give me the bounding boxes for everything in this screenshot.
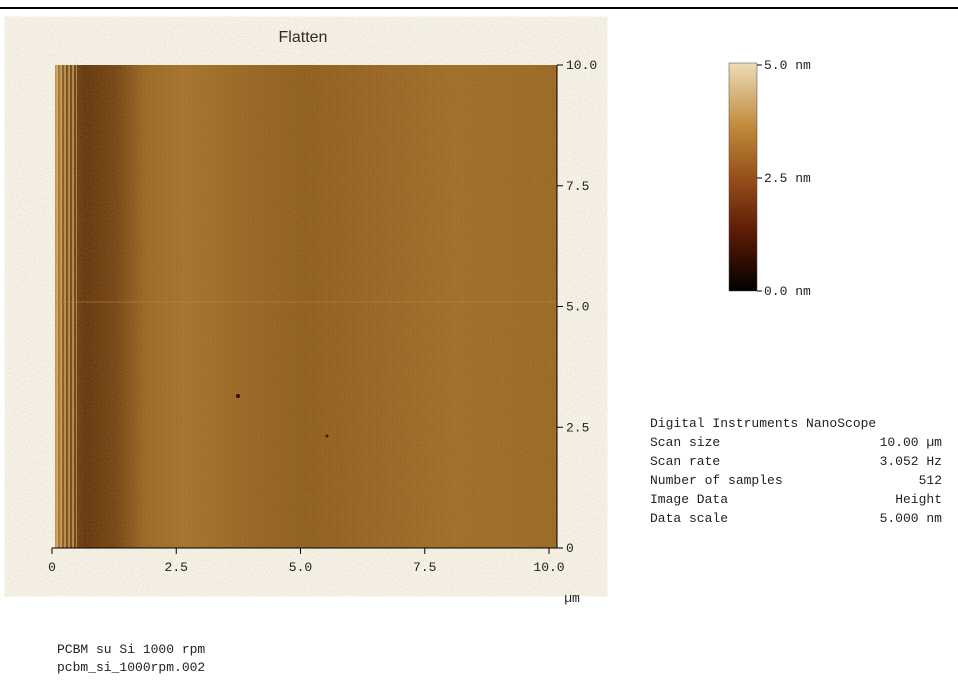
x-tick-label: 2.5 [165, 560, 188, 575]
info-value: 5.000 nm [880, 511, 943, 526]
info-value: 10.00 µm [880, 435, 943, 450]
info-value: 3.052 Hz [880, 454, 942, 469]
colorbar-label: 5.0 nm [764, 58, 811, 73]
y-axis: 10.0 7.5 5.0 2.5 0 [556, 58, 597, 556]
y-tick-label: 5.0 [566, 300, 589, 315]
info-value: Height [895, 492, 942, 507]
info-label: Data scale [650, 511, 728, 526]
image-title: Flatten [279, 29, 328, 46]
x-tick-label: 10.0 [533, 560, 564, 575]
info-title: Digital Instruments NanoScope [650, 416, 876, 431]
y-tick-label: 2.5 [566, 420, 589, 435]
colorbar [728, 62, 758, 292]
y-tick-label: 10.0 [566, 58, 597, 73]
colorbar-label: 0.0 nm [764, 284, 811, 299]
caption-line: PCBM su Si 1000 rpm [57, 642, 205, 657]
info-label: Scan rate [650, 454, 720, 469]
x-tick-label: 5.0 [289, 560, 312, 575]
caption-line: pcbm_si_1000rpm.002 [57, 660, 205, 675]
info-panel: Digital Instruments NanoScope Scan size 1… [650, 416, 942, 526]
x-axis: 0 2.5 5.0 7.5 10.0 [48, 547, 565, 575]
info-label: Number of samples [650, 473, 783, 488]
x-unit: µm [564, 591, 580, 606]
info-label: Scan size [650, 435, 720, 450]
info-label: Image Data [650, 492, 728, 507]
x-tick-label: 0 [48, 560, 56, 575]
colorbar-labels: 5.0 nm 2.5 nm 0.0 nm [757, 58, 811, 299]
y-tick-label: 7.5 [566, 179, 589, 194]
x-tick-label: 7.5 [413, 560, 436, 575]
afm-image [55, 65, 557, 548]
info-value: 512 [919, 473, 942, 488]
y-tick-label: 0 [566, 541, 574, 556]
colorbar-label: 2.5 nm [764, 171, 811, 186]
